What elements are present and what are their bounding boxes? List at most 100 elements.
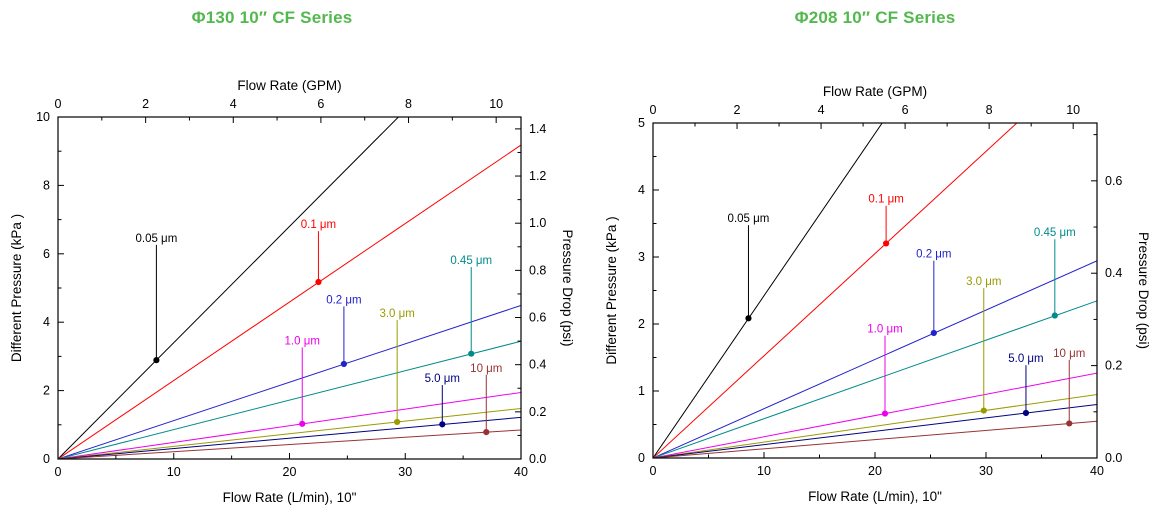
bottom-tick-label: 30 <box>979 464 993 478</box>
top-tick-label: 6 <box>317 97 324 111</box>
series-marker-7 <box>483 429 490 436</box>
right-tick-label: 0.2 <box>1105 359 1122 373</box>
left-tick-label: 8 <box>43 178 50 192</box>
series-line-5 <box>58 407 521 459</box>
plot-frame <box>57 116 522 460</box>
series-group <box>653 123 1097 458</box>
series-group <box>58 117 521 459</box>
series-line-1 <box>653 123 1018 458</box>
left-tick-label: 6 <box>43 247 50 261</box>
series-line-7 <box>653 420 1097 458</box>
top-axis-label: Flow Rate (GPM) <box>237 78 341 93</box>
left-axis-label: Different Pressure (kPa ) <box>604 216 619 364</box>
series-marker-7 <box>1066 420 1073 427</box>
series-label-3: 0.45 μm <box>450 255 492 267</box>
bottom-axis-label: Flow Rate (L/min), 10" <box>808 489 942 504</box>
series-label-2: 0.2 μm <box>326 294 361 306</box>
bottom-tick-label: 10 <box>757 464 771 478</box>
series-label-4: 1.0 μm <box>867 324 902 336</box>
series-label-7: 10 μm <box>470 363 502 375</box>
bottom-tick-label: 0 <box>55 465 62 479</box>
series-label-1: 0.1 μm <box>868 194 903 206</box>
top-tick-label: 2 <box>142 97 149 111</box>
series-marker-4 <box>299 420 306 427</box>
left-axis: 0 2 4 6 8 10 Different Pressure (kPa ) <box>9 110 64 466</box>
top-tick-label: 0 <box>650 103 657 117</box>
left-tick-label: 0 <box>638 451 645 465</box>
series-label-3: 0.45 μm <box>1034 227 1076 239</box>
series-marker-1 <box>883 240 890 247</box>
bottom-tick-label: 40 <box>514 465 528 479</box>
series-label-0: 0.05 μm <box>728 213 770 225</box>
top-tick-label: 4 <box>818 103 825 117</box>
series-line-6 <box>653 404 1097 458</box>
right-tick-label: 0.8 <box>529 263 546 277</box>
series-line-7 <box>58 429 521 459</box>
bottom-tick-label: 0 <box>650 464 657 478</box>
right-tick-label: 1.2 <box>529 169 546 183</box>
right-tick-label: 0.0 <box>1105 451 1122 465</box>
bottom-tick-label: 20 <box>868 464 882 478</box>
right-tick-label: 0.4 <box>529 358 546 372</box>
top-tick-label: 10 <box>1066 103 1080 117</box>
left-tick-label: 2 <box>638 317 645 331</box>
left-axis-label: Different Pressure (kPa ) <box>9 214 24 362</box>
series-annotations: 0.05 μm 0.1 μm 0.2 μm 0.45 μm 1.0 μm 3.0 μm 5.… <box>728 194 1085 427</box>
left-tick-label: 4 <box>43 315 50 329</box>
series-line-0 <box>58 117 400 459</box>
series-line-3 <box>653 300 1097 458</box>
series-marker-5 <box>980 407 987 414</box>
right-tick-label: 0.4 <box>1105 266 1122 280</box>
left-tick-label: 10 <box>36 110 50 124</box>
series-line-4 <box>58 391 521 459</box>
series-line-1 <box>58 144 521 459</box>
left-tick-label: 5 <box>638 116 645 130</box>
series-label-5: 3.0 μm <box>379 308 414 320</box>
top-axis: 0 2 4 6 8 10 Flow Rate (GPM) <box>650 84 1080 129</box>
series-marker-3 <box>468 350 475 357</box>
right-axis: 0.0 0.2 0.4 0.6 0.8 1.0 1.2 1.4 Pressure Drop (p… <box>515 122 575 466</box>
left-tick-label: 3 <box>638 250 645 264</box>
right-tick-label: 0.6 <box>529 311 546 325</box>
series-line-5 <box>653 393 1097 458</box>
series-label-1: 0.1 μm <box>301 219 336 231</box>
chart-title-phi208: Φ208 10″ CF Series <box>794 8 956 27</box>
series-line-2 <box>653 260 1097 458</box>
series-line-4 <box>653 372 1097 458</box>
top-tick-label: 8 <box>405 97 412 111</box>
top-tick-label: 6 <box>902 103 909 117</box>
top-tick-label: 0 <box>55 97 62 111</box>
series-line-2 <box>58 304 521 459</box>
series-line-0 <box>653 123 883 458</box>
series-label-7: 10 μm <box>1053 348 1085 360</box>
bottom-axis: 0 10 20 30 40 Flow Rate (L/min), 10" <box>55 453 528 505</box>
bottom-axis: 0 10 20 30 40 Flow Rate (L/min), 10" <box>650 452 1104 504</box>
bottom-axis-label: Flow Rate (L/min), 10" <box>223 490 357 505</box>
right-axis: 0.0 0.2 0.4 0.6 Pressure Drop (psi) <box>1091 134 1151 465</box>
series-annotations: 0.05 μm 0.1 μm 0.2 μm 0.45 μm 1.0 μm 3.0 μm 5.… <box>135 219 502 436</box>
right-tick-label: 0.6 <box>1105 174 1122 188</box>
right-tick-label: 1.0 <box>529 216 546 230</box>
top-tick-label: 10 <box>489 97 503 111</box>
series-marker-5 <box>394 418 401 426</box>
left-tick-label: 1 <box>638 384 645 398</box>
top-axis-label: Flow Rate (GPM) <box>823 84 927 99</box>
series-marker-0 <box>745 315 752 322</box>
bottom-tick-label: 30 <box>398 465 412 479</box>
series-marker-0 <box>153 357 160 364</box>
right-tick-label: 0.2 <box>529 405 546 419</box>
top-tick-label: 8 <box>986 103 993 117</box>
series-marker-2 <box>340 360 348 368</box>
right-axis-label: Pressure Drop (psi) <box>1136 232 1151 349</box>
left-tick-label: 4 <box>638 183 645 197</box>
series-line-6 <box>58 416 521 459</box>
series-marker-1 <box>315 278 322 286</box>
series-label-5: 3.0 μm <box>966 276 1001 288</box>
right-tick-label: 0.0 <box>529 452 546 466</box>
left-axis: 0 1 2 3 4 5 Different Pressure (kPa ) <box>604 116 659 465</box>
bottom-tick-label: 20 <box>283 465 297 479</box>
top-axis: 0 2 4 6 8 10 Flow Rate (GPM) <box>55 78 503 123</box>
series-marker-6 <box>439 421 446 428</box>
series-line-3 <box>58 340 521 459</box>
series-label-6: 5.0 μm <box>1008 353 1043 365</box>
